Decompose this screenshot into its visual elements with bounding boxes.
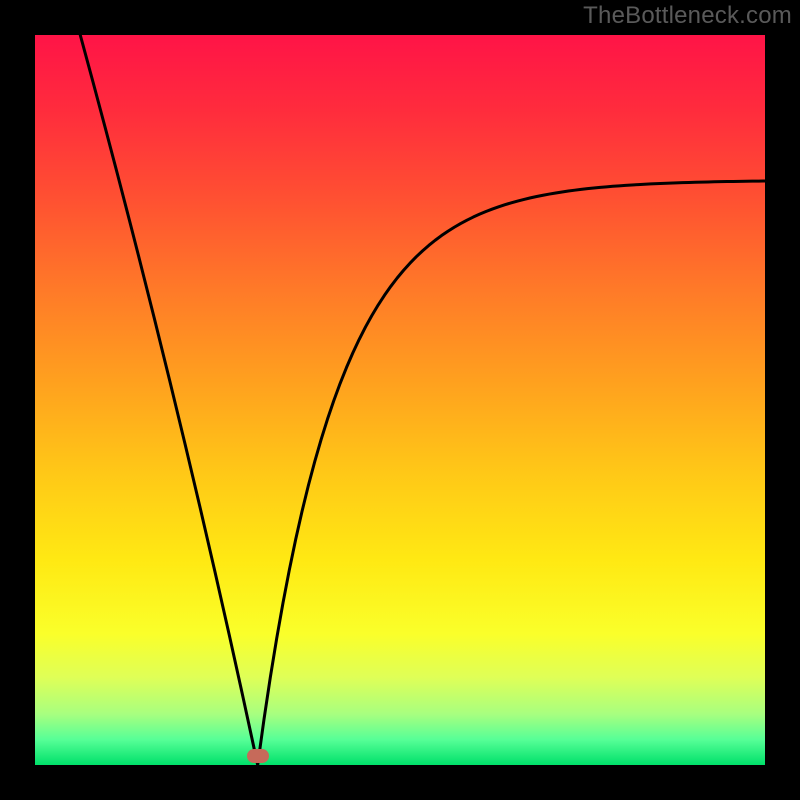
bottleneck-curve bbox=[80, 35, 765, 765]
minimum-marker bbox=[247, 749, 269, 763]
plot-area bbox=[35, 35, 765, 765]
curve-layer bbox=[35, 35, 765, 765]
chart-root: TheBottleneck.com bbox=[0, 0, 800, 800]
watermark-text: TheBottleneck.com bbox=[583, 2, 792, 30]
